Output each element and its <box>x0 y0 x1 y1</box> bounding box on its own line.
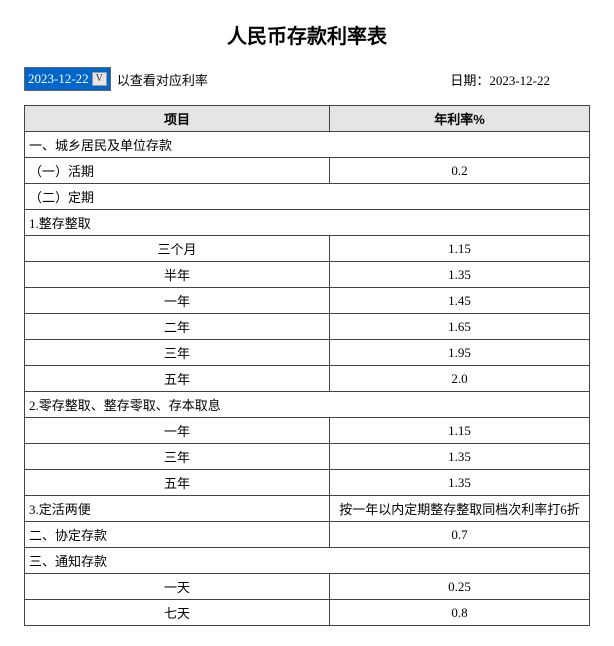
cell-rate: 0.8 <box>330 600 590 626</box>
cell-rate <box>330 184 590 210</box>
cell-item: （一）活期 <box>25 158 330 184</box>
table-row: 一年1.45 <box>25 288 590 314</box>
cell-rate: 1.45 <box>330 288 590 314</box>
rate-table: 项目 年利率% 一、城乡居民及单位存款（一）活期0.2（二）定期1.整存整取三个… <box>24 105 590 626</box>
table-row: 三个月1.15 <box>25 236 590 262</box>
cell-item: 1.整存整取 <box>25 210 330 236</box>
cell-item: 半年 <box>25 262 330 288</box>
cell-item: 五年 <box>25 470 330 496</box>
cell-item: 一天 <box>25 574 330 600</box>
cell-rate: 1.65 <box>330 314 590 340</box>
cell-item: 七天 <box>25 600 330 626</box>
table-row: 二年1.65 <box>25 314 590 340</box>
table-row: 二、协定存款0.7 <box>25 522 590 548</box>
table-header-row: 项目 年利率% <box>25 106 590 132</box>
cell-rate <box>330 210 590 236</box>
cell-rate <box>330 548 590 574</box>
cell-item: 二、协定存款 <box>25 522 330 548</box>
table-row: 半年1.35 <box>25 262 590 288</box>
cell-item: 五年 <box>25 366 330 392</box>
table-row: 2.零存整取、整存零取、存本取息 <box>25 392 590 418</box>
table-row: 七天0.8 <box>25 600 590 626</box>
cell-item: 一、城乡居民及单位存款 <box>25 132 330 158</box>
cell-rate <box>330 392 590 418</box>
cell-item: 一年 <box>25 418 330 444</box>
table-row: 1.整存整取 <box>25 210 590 236</box>
chevron-down-icon: V <box>92 72 107 86</box>
cell-rate: 1.15 <box>330 236 590 262</box>
cell-rate <box>330 132 590 158</box>
controls-row: 2023-12-22 V 以查看对应利率 日期：2023-12-22 <box>24 67 590 91</box>
table-row: 一、城乡居民及单位存款 <box>25 132 590 158</box>
table-row: 一年1.15 <box>25 418 590 444</box>
cell-rate: 0.2 <box>330 158 590 184</box>
cell-rate: 1.15 <box>330 418 590 444</box>
selector-hint: 以查看对应利率 <box>117 70 208 89</box>
table-row: （一）活期0.2 <box>25 158 590 184</box>
date-label: 日期： <box>450 73 489 88</box>
cell-item: 三、通知存款 <box>25 548 330 574</box>
header-item: 项目 <box>25 106 330 132</box>
cell-rate: 1.35 <box>330 470 590 496</box>
table-row: 五年1.35 <box>25 470 590 496</box>
cell-item: 一年 <box>25 288 330 314</box>
page-title: 人民币存款利率表 <box>24 20 590 49</box>
cell-rate: 1.95 <box>330 340 590 366</box>
table-row: 五年2.0 <box>25 366 590 392</box>
header-rate: 年利率% <box>330 106 590 132</box>
cell-rate: 2.0 <box>330 366 590 392</box>
table-row: 三年1.95 <box>25 340 590 366</box>
date-value: 2023-12-22 <box>489 73 550 88</box>
cell-rate: 1.35 <box>330 262 590 288</box>
cell-item: 三年 <box>25 444 330 470</box>
cell-rate: 0.25 <box>330 574 590 600</box>
cell-item: （二）定期 <box>25 184 330 210</box>
table-row: 三年1.35 <box>25 444 590 470</box>
cell-item: 三个月 <box>25 236 330 262</box>
table-row: 一天0.25 <box>25 574 590 600</box>
cell-rate: 0.7 <box>330 522 590 548</box>
date-selector-value: 2023-12-22 <box>28 71 89 87</box>
date-display: 日期：2023-12-22 <box>450 70 550 89</box>
date-selector[interactable]: 2023-12-22 V <box>24 67 111 91</box>
table-row: 三、通知存款 <box>25 548 590 574</box>
cell-item: 2.零存整取、整存零取、存本取息 <box>25 392 330 418</box>
cell-item: 三年 <box>25 340 330 366</box>
table-row: （二）定期 <box>25 184 590 210</box>
cell-rate: 1.35 <box>330 444 590 470</box>
cell-item: 二年 <box>25 314 330 340</box>
